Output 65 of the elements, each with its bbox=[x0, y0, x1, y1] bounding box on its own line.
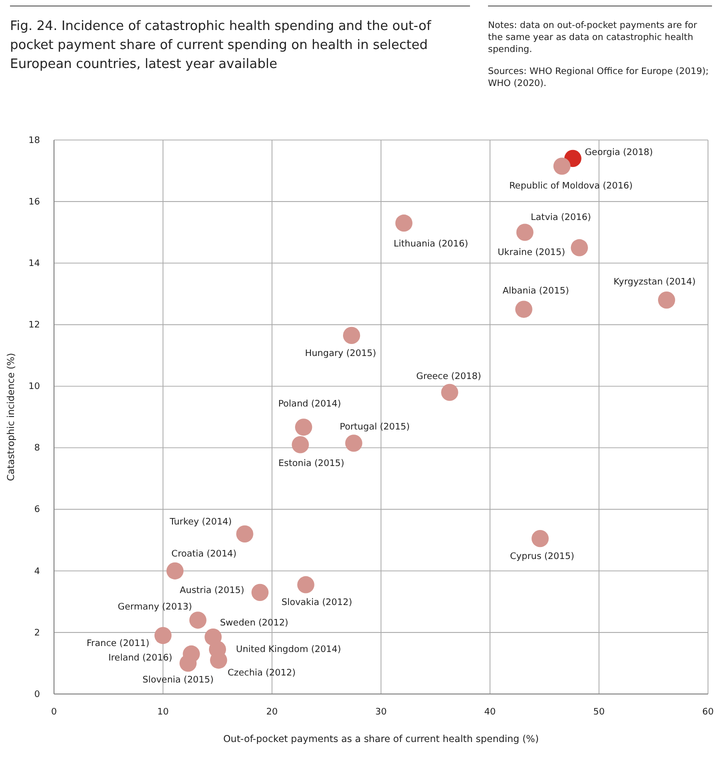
x-tick-label: 50 bbox=[593, 707, 605, 718]
annotation: Ukraine (2015) bbox=[498, 248, 566, 258]
x-tick-label: 0 bbox=[51, 707, 58, 718]
y-tick-label: 10 bbox=[28, 382, 40, 392]
point bbox=[532, 530, 549, 548]
x-axis-title: Out-of-pocket payments as a share of current health spending (%) bbox=[223, 734, 539, 745]
point bbox=[395, 214, 412, 232]
point bbox=[297, 576, 314, 594]
point bbox=[516, 224, 534, 241]
y-tick-label: 0 bbox=[34, 690, 40, 700]
annotation: France (2011) bbox=[86, 638, 150, 649]
y-tick-label: 6 bbox=[34, 505, 40, 516]
y-tick-label: 16 bbox=[28, 197, 40, 208]
annotation: Austria (2015) bbox=[180, 586, 244, 596]
source-note: Sources: WHO Regional Office for Europe (2019); WHO (2020). bbox=[488, 67, 709, 89]
x-tick-label: 20 bbox=[266, 707, 278, 718]
annotation: Portugal (2015) bbox=[340, 422, 410, 433]
point bbox=[292, 436, 309, 454]
x-tick-label: 40 bbox=[484, 707, 496, 718]
point bbox=[343, 326, 360, 344]
annotation: Germany (2013) bbox=[118, 602, 192, 613]
annotation: Lithuania (2016) bbox=[394, 240, 468, 250]
point bbox=[345, 434, 362, 452]
annotation: Slovenia (2015) bbox=[142, 676, 214, 686]
y-tick-label: 2 bbox=[34, 628, 40, 638]
point bbox=[180, 654, 197, 672]
annotation: Ireland (2016) bbox=[108, 653, 172, 664]
annotation: Czechia (2012) bbox=[228, 668, 296, 679]
point bbox=[658, 292, 676, 309]
annotation: Latvia (2016) bbox=[530, 212, 591, 223]
chart-title: Fig. 24. Incidence of catastrophic health spending and the out-of pocket payment share of current spending on health in selected European countries, latest year available bbox=[10, 19, 432, 72]
y-tick-label: 8 bbox=[34, 444, 40, 454]
annotation: Republic of Moldova (2016) bbox=[509, 182, 633, 192]
point bbox=[189, 612, 206, 629]
y-tick-label: 12 bbox=[28, 320, 40, 331]
y-tick-label: 18 bbox=[28, 136, 40, 146]
annotation: Hungary (2015) bbox=[304, 348, 376, 359]
point bbox=[251, 584, 269, 601]
point bbox=[154, 626, 172, 644]
point bbox=[166, 562, 184, 580]
point bbox=[553, 158, 570, 175]
y-axis-title: Catastrophic incidence (%) bbox=[6, 352, 17, 482]
annotation: Georgia (2018) bbox=[584, 148, 653, 158]
point bbox=[570, 239, 588, 256]
annotation: Cyprus (2015) bbox=[510, 552, 574, 562]
y-tick-label: 4 bbox=[34, 566, 40, 577]
annotation: Estonia (2015) bbox=[278, 459, 344, 470]
annotation: Sweden (2012) bbox=[220, 618, 288, 629]
x-tick-label: 60 bbox=[702, 707, 714, 718]
annotation: Turkey (2014) bbox=[168, 517, 232, 528]
annotation: Greece (2018) bbox=[416, 372, 482, 382]
annotation: Kyrgyzstan (2014) bbox=[614, 278, 696, 288]
annotation: Slovakia (2012) bbox=[282, 598, 352, 608]
point bbox=[295, 418, 312, 436]
annotation: United Kingdom (2014) bbox=[236, 644, 342, 655]
annotation: Poland (2014) bbox=[278, 400, 342, 410]
text: Notes: data on out-of-pocket payments are for the same year as data on catastrophic health spending. bbox=[488, 21, 698, 55]
x-tick-label: 10 bbox=[157, 707, 169, 718]
x-tick-label: 30 bbox=[375, 707, 387, 718]
annotation: Croatia (2014) bbox=[171, 549, 237, 560]
point bbox=[515, 300, 532, 318]
point bbox=[441, 384, 458, 401]
point bbox=[236, 525, 254, 542]
annotation: Albania (2015) bbox=[502, 286, 569, 297]
y-tick-label: 14 bbox=[28, 258, 40, 269]
